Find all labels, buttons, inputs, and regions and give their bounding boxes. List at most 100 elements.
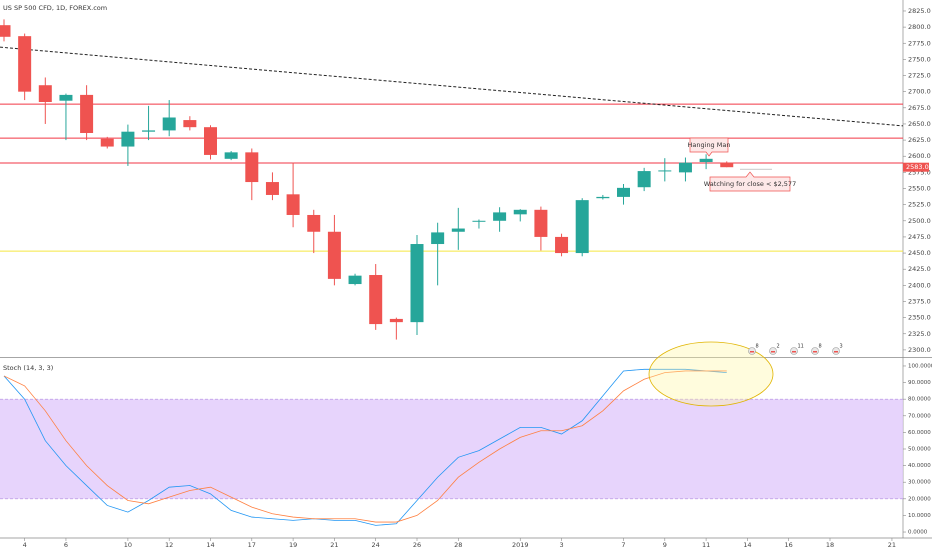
- candle-body: [327, 231, 341, 279]
- y-tick-label: 2575.0: [908, 168, 931, 176]
- callout-text: Hanging Man: [688, 141, 731, 149]
- y-tick-label: 2500.0: [908, 217, 931, 225]
- y-tick-label: 2325.0: [908, 330, 931, 338]
- x-tick-label: 10: [124, 541, 132, 549]
- candle-body: [699, 158, 713, 163]
- candle-body: [658, 170, 672, 172]
- candle-body: [224, 152, 238, 159]
- candle-body: [472, 220, 486, 222]
- y-tick-label: 2300.0: [908, 346, 931, 354]
- x-tick-label: 21: [888, 541, 896, 549]
- event-count: 8: [819, 344, 822, 350]
- x-tick-label: 17: [248, 541, 256, 549]
- candle-body: [80, 94, 94, 133]
- y-tick-label: 0.0000: [908, 530, 928, 536]
- x-tick-label: 12: [165, 541, 173, 549]
- candle-body: [369, 275, 383, 325]
- candle-body: [410, 244, 424, 323]
- y-tick-label: 20.0000: [908, 496, 931, 502]
- y-tick-label: 40.0000: [908, 463, 931, 469]
- x-tick-label: 24: [372, 541, 380, 549]
- y-tick-label: 2650.0: [908, 120, 931, 128]
- y-tick-label: 100.0000: [908, 363, 932, 369]
- highlight-ellipse: [648, 341, 774, 407]
- event-flag: [771, 351, 775, 353]
- y-tick-label: 50.0000: [908, 446, 931, 452]
- event-count: 11: [798, 344, 804, 350]
- callout-text: Watching for close < $2,577: [704, 180, 796, 188]
- x-tick-label: 28: [454, 541, 462, 549]
- event-count: 3: [840, 344, 843, 350]
- chart-title: US SP 500 CFD, 1D, FOREX.com: [3, 4, 107, 12]
- y-tick-label: 2700.0: [908, 88, 931, 96]
- y-tick-label: 2675.0: [908, 104, 931, 112]
- event-flag: [834, 351, 838, 353]
- candle-body: [142, 130, 156, 132]
- y-tick-label: 70.0000: [908, 413, 931, 419]
- x-tick-label: 18: [826, 541, 834, 549]
- x-tick-label: 6: [64, 541, 68, 549]
- x-tick-label: 7: [621, 541, 625, 549]
- y-tick-label: 2425.0: [908, 265, 931, 273]
- candle-body: [431, 232, 445, 245]
- candle-body: [265, 182, 279, 195]
- candle-body: [121, 131, 135, 147]
- candle-body: [575, 200, 589, 254]
- y-tick-label: 2450.0: [908, 249, 931, 257]
- x-tick-label: 14: [206, 541, 214, 549]
- y-tick-label: 2600.0: [908, 152, 931, 160]
- candle-body: [0, 25, 11, 37]
- candle-body: [389, 318, 403, 323]
- y-tick-label: 60.0000: [908, 430, 931, 436]
- y-tick-label: 2550.0: [908, 185, 931, 193]
- event-flag: [813, 351, 817, 353]
- candle-body: [38, 85, 52, 102]
- trend-line: [0, 46, 904, 127]
- x-tick-label: 11: [702, 541, 710, 549]
- x-tick-label: 16: [785, 541, 793, 549]
- y-tick-label: 2775.0: [908, 39, 931, 47]
- event-flag: [792, 351, 796, 353]
- stoch-line: [3, 368, 727, 526]
- x-tick-label: 19: [289, 541, 297, 549]
- x-tick-label: 9: [663, 541, 667, 549]
- candle-body: [493, 212, 507, 221]
- candle-body: [451, 228, 465, 232]
- candle-body: [555, 236, 569, 254]
- candle-body: [286, 194, 300, 215]
- y-tick-label: 2825.0: [908, 7, 931, 15]
- y-tick-label: 2725.0: [908, 72, 931, 80]
- callout-box: [689, 137, 729, 157]
- candle-body: [596, 196, 610, 199]
- candle-body: [637, 171, 651, 188]
- candle-body: [18, 36, 32, 92]
- y-tick-label: 90.0000: [908, 380, 931, 386]
- x-tick-label: 21: [330, 541, 338, 549]
- x-tick-label: 4: [23, 541, 27, 549]
- candle-body: [348, 275, 362, 285]
- candle-body: [183, 120, 197, 128]
- x-tick-label: 3: [559, 541, 563, 549]
- x-tick-label: 2019: [512, 541, 529, 549]
- y-tick-label: 2400.0: [908, 281, 931, 289]
- candle-body: [720, 162, 734, 168]
- y-tick-label: 10.0000: [908, 513, 931, 519]
- last-price-label: 2583.0: [906, 163, 929, 171]
- y-tick-label: 80.0000: [908, 397, 931, 403]
- event-count: 2: [777, 344, 780, 350]
- y-tick-label: 30.0000: [908, 480, 931, 486]
- candle-body: [678, 162, 692, 173]
- candle-body: [307, 214, 321, 232]
- candle-body: [245, 152, 259, 183]
- y-tick-label: 2800.0: [908, 23, 931, 31]
- candle-body: [204, 127, 217, 155]
- event-count: 8: [756, 344, 759, 350]
- y-tick-label: 2625.0: [908, 136, 931, 144]
- last-price-box: [903, 162, 929, 172]
- event-flag: [750, 351, 754, 353]
- overbought-oversold-band: [0, 399, 903, 499]
- candle-body: [617, 187, 630, 197]
- stoch-line: [3, 370, 727, 523]
- candle-body: [100, 138, 114, 147]
